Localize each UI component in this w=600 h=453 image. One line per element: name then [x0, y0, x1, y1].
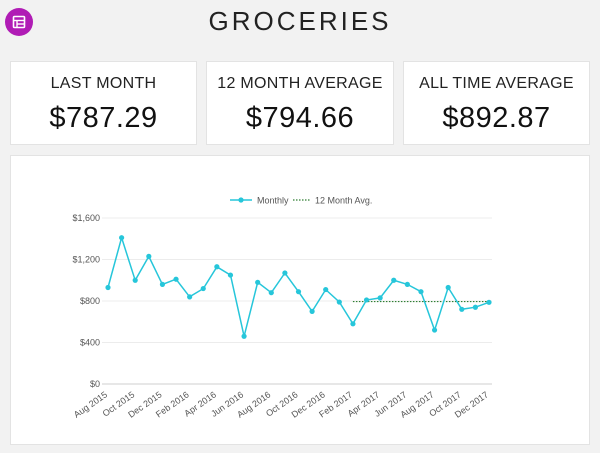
data-point[interactable]	[173, 277, 178, 282]
data-point[interactable]	[405, 282, 410, 287]
stat-value: $787.29	[11, 102, 196, 135]
data-point[interactable]	[337, 299, 342, 304]
data-point[interactable]	[241, 334, 246, 339]
y-tick-label: $1,600	[72, 213, 100, 223]
data-point[interactable]	[255, 280, 260, 285]
stat-value: $892.87	[404, 102, 589, 135]
stat-value: $794.66	[207, 102, 393, 135]
data-point[interactable]	[201, 286, 206, 291]
data-point[interactable]	[432, 327, 437, 332]
stat-label: LAST MONTH	[11, 75, 196, 93]
data-point[interactable]	[146, 254, 151, 259]
y-tick-label: $1,200	[72, 255, 100, 265]
data-point[interactable]	[228, 272, 233, 277]
stat-card-all-time-average: ALL TIME AVERAGE $892.87	[403, 61, 590, 145]
stat-label: 12 MONTH AVERAGE	[207, 75, 393, 93]
data-point[interactable]	[133, 278, 138, 283]
data-point[interactable]	[350, 321, 355, 326]
series-line-monthly	[108, 238, 489, 337]
stat-label: ALL TIME AVERAGE	[404, 75, 589, 93]
legend-label: Monthly	[257, 196, 289, 206]
data-point[interactable]	[269, 290, 274, 295]
stat-card-12-month-average: 12 MONTH AVERAGE $794.66	[206, 61, 394, 145]
stat-card-last-month: LAST MONTH $787.29	[10, 61, 197, 145]
y-tick-label: $0	[90, 379, 100, 389]
data-point[interactable]	[282, 270, 287, 275]
data-point[interactable]	[296, 289, 301, 294]
legend-marker-monthly	[238, 197, 243, 202]
data-point[interactable]	[391, 278, 396, 283]
data-point[interactable]	[418, 289, 423, 294]
data-point[interactable]	[119, 235, 124, 240]
data-point[interactable]	[459, 307, 464, 312]
spending-chart: Monthly 12 Month Avg. $1,600 $1,200 $800 $4…	[11, 156, 589, 444]
data-point[interactable]	[105, 285, 110, 290]
data-point[interactable]	[160, 282, 165, 287]
chart-card: Monthly 12 Month Avg. $1,600 $1,200 $800 $4…	[10, 155, 590, 445]
data-point[interactable]	[486, 300, 491, 305]
data-point[interactable]	[364, 297, 369, 302]
chart-legend[interactable]: Monthly 12 Month Avg.	[230, 196, 372, 206]
data-point[interactable]	[310, 309, 315, 314]
data-point[interactable]	[187, 294, 192, 299]
data-point[interactable]	[323, 287, 328, 292]
data-point[interactable]	[446, 285, 451, 290]
y-tick-label: $800	[80, 296, 100, 306]
data-point[interactable]	[378, 295, 383, 300]
y-tick-label: $400	[80, 338, 100, 348]
legend-label: 12 Month Avg.	[315, 196, 372, 206]
page-title: GROCERIES	[0, 6, 600, 37]
data-point[interactable]	[473, 305, 478, 310]
data-point[interactable]	[214, 264, 219, 269]
